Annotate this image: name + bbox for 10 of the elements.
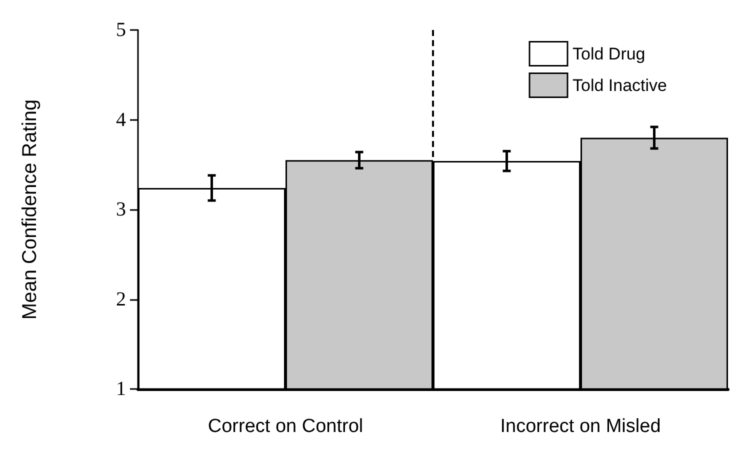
y-tick-label: 5 [116, 19, 126, 41]
y-tick-label: 4 [116, 108, 126, 131]
y-tick-label: 1 [116, 378, 126, 400]
y-axis-title: Mean Confidence Rating [19, 99, 41, 320]
x-tick-label: Incorrect on Misled [500, 416, 661, 437]
x-tick-label: Correct on Control [208, 416, 364, 437]
legend-label: Told Drug [572, 44, 646, 64]
legend-label: Told Inactive [572, 76, 668, 95]
y-tick-label: 3 [116, 198, 126, 220]
y-tick-label: 2 [116, 288, 126, 310]
